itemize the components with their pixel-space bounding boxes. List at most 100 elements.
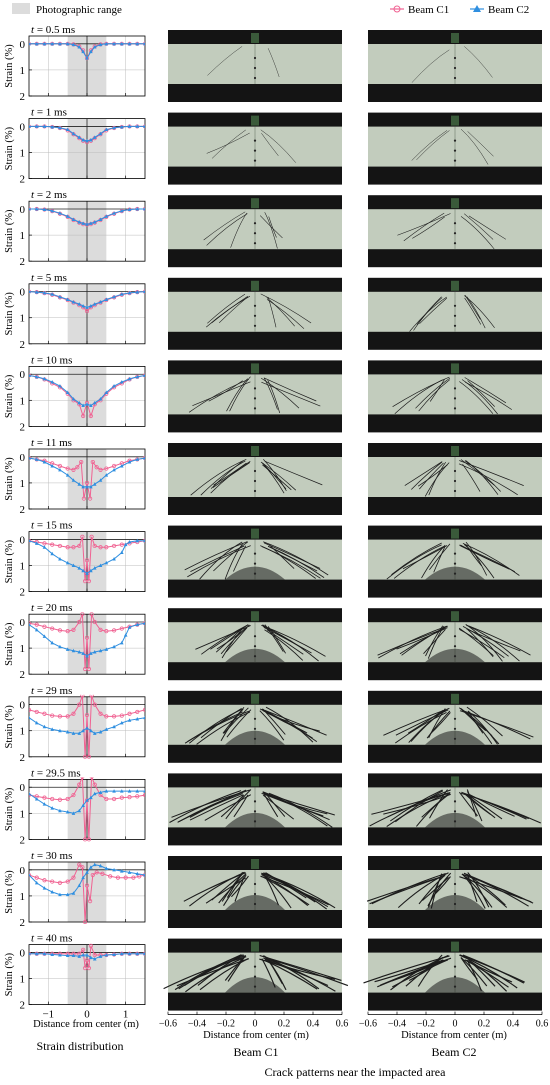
point-beam-c1 <box>135 794 140 799</box>
crack-line <box>459 707 487 732</box>
sensor-dot <box>253 820 257 823</box>
crack-line <box>264 629 304 661</box>
crack-line <box>392 959 447 988</box>
crack-line <box>468 215 507 240</box>
point-beam-c2 <box>58 728 62 733</box>
y-tick-label: 1 <box>20 561 26 573</box>
point-beam-c2 <box>42 802 47 806</box>
crack-line <box>416 296 442 325</box>
point-beam-c1 <box>57 628 63 633</box>
point-beam-c2 <box>120 380 124 384</box>
point-beam-c2 <box>50 124 54 129</box>
caption-bottom: Crack patterns near the impacted area <box>265 1065 447 1079</box>
sensor-dot <box>253 407 257 410</box>
point-beam-c2 <box>29 873 31 877</box>
crack-line <box>461 379 498 415</box>
point-beam-c2 <box>81 803 85 807</box>
crack-line <box>224 542 244 580</box>
photo-tick-label: −0.6 <box>159 1019 177 1030</box>
point-beam-c2 <box>143 124 145 128</box>
y-axis-label: Strain (%) <box>4 870 15 914</box>
point-beam-c1 <box>77 782 82 787</box>
crack-line <box>267 959 283 985</box>
y-tick-label: 1 <box>20 148 26 160</box>
impactor <box>451 115 459 126</box>
crack-line <box>419 297 448 325</box>
photo-beam-c2 <box>366 856 542 928</box>
point-beam-c1 <box>57 463 63 469</box>
sensor-dot <box>453 717 457 720</box>
crack-line <box>262 792 335 816</box>
point-beam-c2 <box>127 41 132 46</box>
sensor-dot <box>253 902 257 906</box>
crack-line <box>391 959 445 982</box>
sensor-dot <box>453 810 457 813</box>
point-beam-c2 <box>42 951 47 956</box>
point-beam-c2 <box>65 41 70 46</box>
point-beam-c1 <box>42 795 47 800</box>
sensor-dot <box>453 397 457 400</box>
point-beam-c2 <box>34 880 39 885</box>
point-beam-c2 <box>120 463 124 468</box>
sensor-dot <box>253 985 257 988</box>
point-beam-c2 <box>89 795 93 800</box>
point-beam-c1 <box>77 702 82 707</box>
crack-line <box>418 379 451 412</box>
crack-line <box>207 293 246 324</box>
crack-line <box>397 872 449 909</box>
point-beam-c2 <box>98 563 103 568</box>
point-beam-c1 <box>111 463 117 469</box>
point-beam-c1 <box>80 777 85 779</box>
point-beam-c2 <box>29 289 31 294</box>
sensor-dot <box>453 820 457 823</box>
point-beam-c1 <box>75 465 80 470</box>
point-beam-c1 <box>84 480 90 486</box>
point-beam-c2 <box>77 482 82 486</box>
point-beam-c1 <box>90 459 95 465</box>
point-beam-c1 <box>123 875 128 880</box>
point-beam-c2 <box>42 41 47 46</box>
point-beam-c1 <box>29 872 32 878</box>
crack-line <box>190 458 247 496</box>
crack-line <box>467 629 494 658</box>
point-beam-c2 <box>89 49 93 54</box>
point-beam-c1 <box>42 711 47 716</box>
crack-line <box>213 462 247 486</box>
point-beam-c1 <box>57 714 63 719</box>
point-beam-c2 <box>58 383 62 388</box>
point-beam-c2 <box>135 538 140 543</box>
crack-line <box>465 712 500 745</box>
sensor-dot <box>253 800 257 803</box>
point-beam-c2 <box>92 956 97 961</box>
sensor-dot <box>453 800 457 803</box>
crack-line <box>429 543 451 570</box>
crack-line <box>265 872 307 899</box>
crack-line <box>460 792 542 824</box>
point-beam-c1 <box>92 702 97 707</box>
sensor-dot <box>253 324 257 327</box>
crack-line <box>264 792 286 817</box>
point-beam-c2 <box>65 560 70 565</box>
point-beam-c1 <box>98 545 103 550</box>
crack-photos <box>163 30 542 1011</box>
point-beam-c2 <box>127 207 132 212</box>
point-beam-c1 <box>84 883 90 888</box>
photo-tick-label: −0.4 <box>188 1019 206 1030</box>
photo-beam-c2 <box>368 195 542 268</box>
point-beam-c2 <box>92 135 97 139</box>
sensor-dot <box>253 304 257 307</box>
point-beam-c1 <box>29 707 32 712</box>
point-beam-c2 <box>104 41 109 46</box>
point-beam-c2 <box>34 124 39 128</box>
strain-panel: 0 1 2 Strain (%) t = 5 ms <box>4 272 146 351</box>
y-tick-label: 2 <box>20 504 26 516</box>
sensor-dot <box>453 76 457 80</box>
point-beam-c1 <box>119 795 124 800</box>
crack-line <box>433 546 446 573</box>
impactor <box>451 528 459 539</box>
point-beam-c1 <box>111 796 117 802</box>
point-beam-c2 <box>85 870 89 874</box>
y-axis-label: Strain (%) <box>4 952 15 996</box>
point-beam-c2 <box>42 724 47 729</box>
